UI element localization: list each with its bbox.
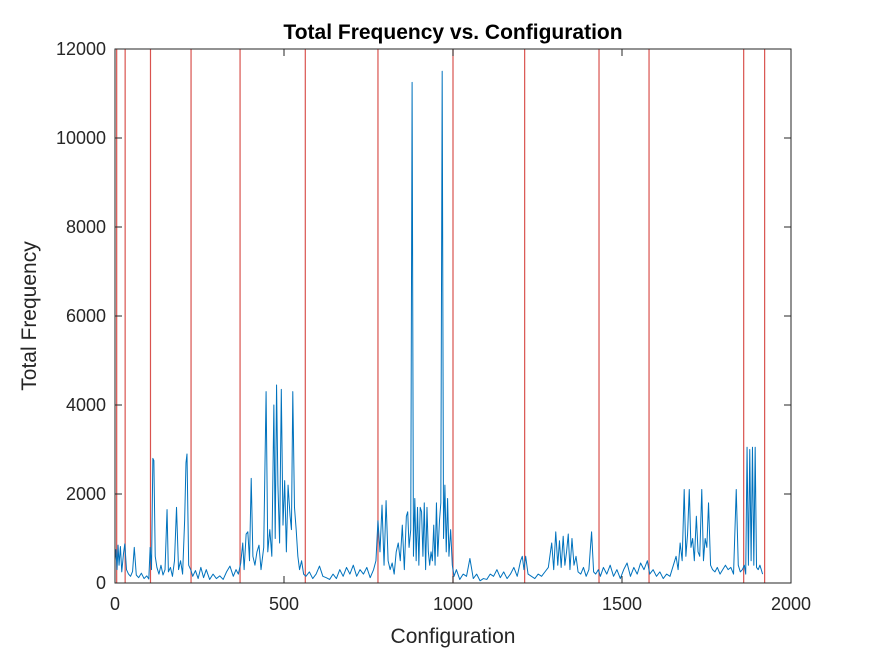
series-line-0: [114, 70, 764, 582]
y-tick-label-2: 4000: [66, 395, 106, 415]
y-axis-label: Total Frequency: [18, 241, 41, 391]
x-tick-label-0: 0: [110, 594, 120, 614]
y-tick-label-1: 2000: [66, 484, 106, 504]
x-tick-label-3: 1500: [602, 594, 642, 614]
y-tick-label-6: 12000: [56, 39, 106, 59]
series-layer: [114, 70, 764, 582]
vertical-markers: [116, 49, 766, 583]
x-tick-label-1: 500: [269, 594, 299, 614]
x-tick-label-2: 1000: [433, 594, 473, 614]
y-tick-label-4: 8000: [66, 217, 106, 237]
x-tick-label-4: 2000: [771, 594, 811, 614]
chart-title: Total Frequency vs. Configuration: [283, 21, 622, 44]
y-tick-label-5: 10000: [56, 128, 106, 148]
ticks: 0 500 1000 1500 2000 0 2000 4000 6000 8000 10000 12…: [56, 39, 811, 614]
y-tick-label-3: 6000: [66, 306, 106, 326]
y-tick-label-0: 0: [96, 573, 106, 593]
x-axis-label: Configuration: [391, 625, 516, 648]
